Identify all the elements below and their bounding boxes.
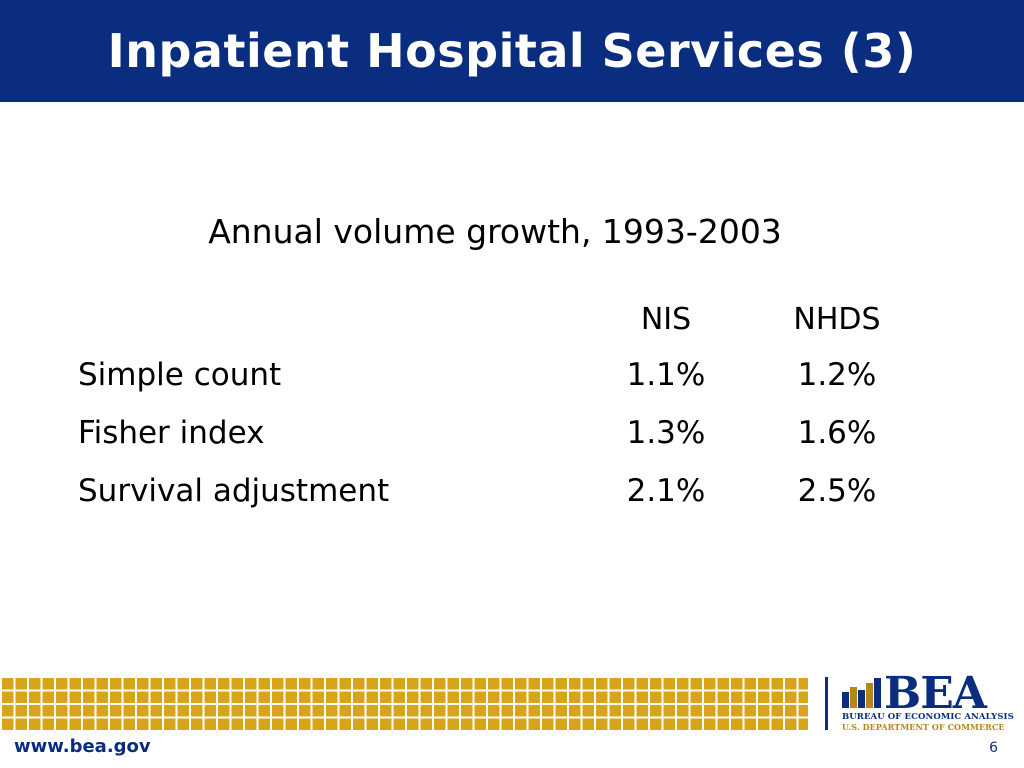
- decorative-grid-band: [0, 676, 808, 730]
- column-header-nhds: NHDS: [793, 302, 881, 337]
- logo-subtitle-department: U.S. DEPARTMENT OF COMMERCE: [842, 722, 1005, 732]
- logo-wordmark: BEA: [884, 668, 987, 719]
- table-cell: 1.2%: [797, 357, 877, 393]
- table-cell: 2.1%: [626, 473, 706, 509]
- website-link[interactable]: www.bea.gov: [14, 736, 151, 757]
- logo-divider: [825, 677, 828, 730]
- column-header-nis: NIS: [640, 302, 692, 337]
- row-label: Survival adjustment: [78, 473, 390, 509]
- row-label: Simple count: [78, 357, 282, 393]
- table-cell: 1.1%: [626, 357, 706, 393]
- table-cell: 1.3%: [626, 415, 706, 451]
- slide-title: Inpatient Hospital Services (3): [107, 24, 917, 78]
- row-label: Fisher index: [78, 415, 265, 451]
- logo-subtitle-agency: BUREAU OF ECONOMIC ANALYSIS: [842, 712, 1014, 722]
- page-number: 6: [989, 740, 998, 756]
- table-cell: 2.5%: [797, 473, 877, 509]
- bar-chart-icon: [842, 678, 881, 708]
- title-bar: [0, 0, 1024, 102]
- table-caption: Annual volume growth, 1993-2003: [208, 212, 782, 251]
- table-cell: 1.6%: [797, 415, 877, 451]
